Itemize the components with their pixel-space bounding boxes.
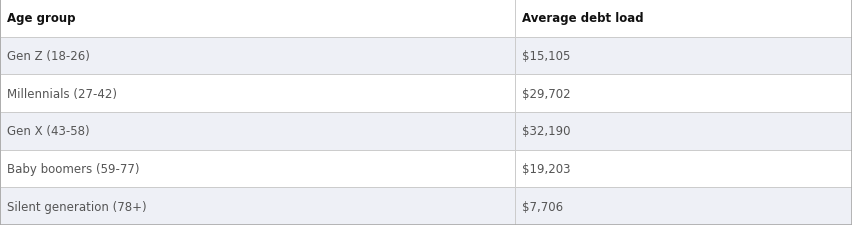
Text: $29,702: $29,702 [522,87,571,100]
Bar [0,150,515,187]
Text: $15,105: $15,105 [522,50,571,63]
Text: Average debt load: Average debt load [522,12,644,25]
Bar [0,75,515,112]
Bar [515,75,852,112]
Bar [515,112,852,150]
Bar [0,0,515,38]
Text: Silent generation (78+): Silent generation (78+) [7,200,147,213]
Text: Gen Z (18-26): Gen Z (18-26) [7,50,89,63]
Text: $32,190: $32,190 [522,125,571,138]
Bar [515,150,852,187]
Text: Baby boomers (59-77): Baby boomers (59-77) [7,162,140,175]
Bar [0,112,515,150]
Text: $7,706: $7,706 [522,200,563,213]
Bar [0,38,515,75]
Bar [515,0,852,38]
Text: Millennials (27-42): Millennials (27-42) [7,87,117,100]
Text: Age group: Age group [7,12,75,25]
Text: $19,203: $19,203 [522,162,571,175]
Bar [515,38,852,75]
Bar [0,187,515,225]
Text: Gen X (43-58): Gen X (43-58) [7,125,89,138]
Bar [515,187,852,225]
